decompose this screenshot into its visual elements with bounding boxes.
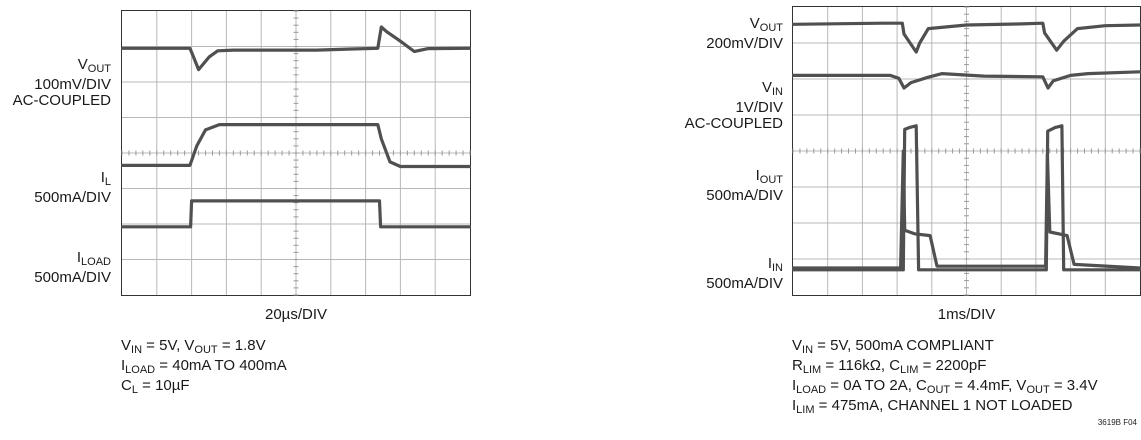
timebase-left: 20µs/DIV	[265, 306, 327, 323]
channel-label-vout-left: VOUT 100mV/DIV AC-COUPLED	[12, 56, 111, 109]
channel-label-vout-right: VOUT 200mV/DIV	[706, 15, 783, 52]
condition-line: ILOAD = 40mA TO 400mA	[121, 357, 287, 377]
scope-plot-left	[121, 10, 471, 296]
condition-line: RLIM = 116kΩ, CLIM = 2200pF	[792, 357, 987, 377]
scope-screen-left	[121, 10, 471, 296]
channel-label-il-left: IL 500mA/DIV	[34, 169, 111, 206]
test-conditions-left: VIN = 5V, VOUT = 1.8V ILOAD = 40mA TO 400…	[121, 338, 287, 398]
trace-il	[121, 122, 471, 169]
trace-vout	[121, 25, 471, 72]
timebase-right: 1ms/DIV	[937, 306, 996, 323]
channel-label-iin-right: IIN 500mA/DIV	[706, 255, 783, 292]
channel-label-vin-right: VIN 1V/DIV AC-COUPLED	[684, 79, 783, 132]
condition-line: VIN = 5V, VOUT = 1.8V	[121, 337, 266, 357]
condition-line: CL = 10µF	[121, 377, 190, 397]
condition-line: ILIM = 475mA, CHANNEL 1 NOT LOADED	[792, 397, 1073, 417]
scope-screen-right	[792, 6, 1141, 296]
trace-iload	[121, 199, 471, 229]
test-conditions-right: VIN = 5V, 500mA COMPLIANT RLIM = 116kΩ, C…	[792, 338, 1098, 418]
channel-label-iload-left: ILOAD 500mA/DIV	[34, 249, 111, 286]
trace-iin	[792, 149, 1141, 270]
channel-label-iout-right: IOUT 500mA/DIV	[706, 167, 783, 204]
trace-vout	[792, 21, 1141, 54]
trace-vin	[792, 70, 1141, 90]
figure-id: 3619B F04	[1097, 418, 1137, 427]
scope-plot-right	[792, 6, 1141, 296]
condition-line: VIN = 5V, 500mA COMPLIANT	[792, 337, 994, 357]
condition-line: ILOAD = 0A TO 2A, COUT = 4.4mF, VOUT = 3…	[792, 377, 1098, 397]
